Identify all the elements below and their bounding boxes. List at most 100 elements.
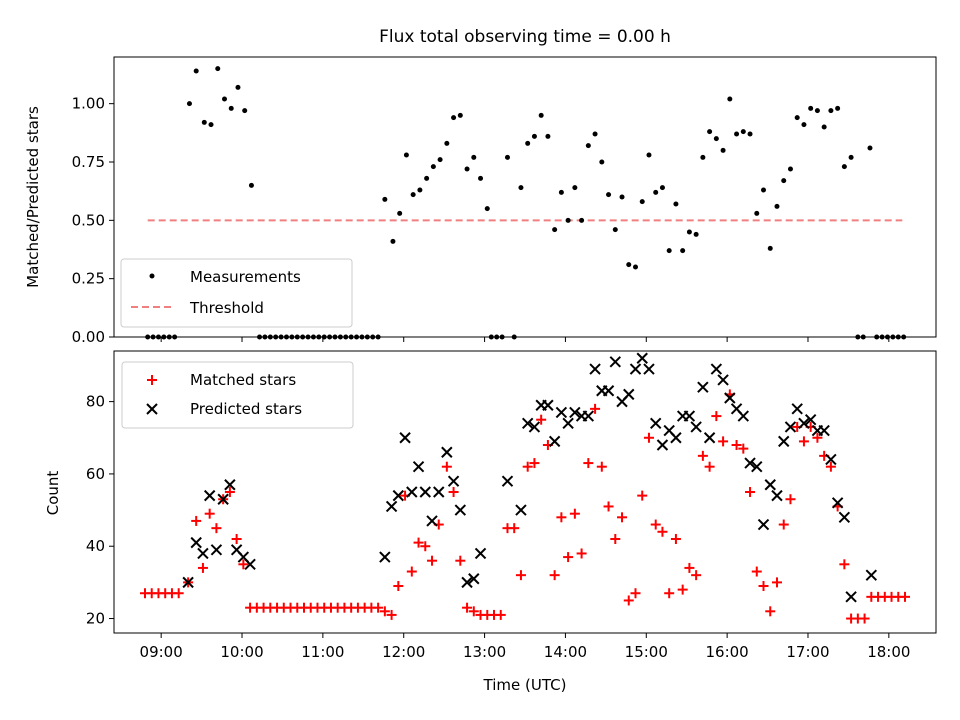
predicted-star-point [650, 417, 662, 430]
matched-star-point [204, 508, 215, 519]
predicted-star-point [244, 558, 256, 571]
bottom-y-ticks: 20 40 60 80 [86, 393, 114, 628]
top-plot-frame [113, 56, 937, 338]
measurement-point [619, 194, 625, 200]
bottom-legend: Matched stars Predicted stars [121, 361, 354, 429]
bottom-x-axis-label: Time (UTC) [483, 676, 567, 694]
measurement-point [525, 140, 531, 146]
measurement-point [659, 185, 665, 191]
matched-star-point [900, 591, 911, 602]
predicted-star-point [528, 421, 541, 433]
matched-star-point [765, 606, 776, 617]
predicted-star-point [203, 489, 216, 502]
predicted-star-point [399, 432, 411, 444]
measurement-point [565, 217, 571, 223]
predicted-star-point [623, 388, 635, 401]
matched-star-point [643, 432, 654, 443]
matched-star-point [590, 403, 601, 414]
predicted-star-point [825, 453, 837, 466]
legend-measurements-marker [149, 273, 155, 279]
measurement-point [417, 187, 423, 193]
predicted-star-point [555, 406, 568, 419]
x-tick-label: 10:00 [220, 643, 263, 661]
measurement-point [430, 164, 436, 170]
measurement-point [558, 189, 564, 195]
measurement-point [451, 115, 457, 121]
matched-star-point [684, 562, 695, 573]
top-chart-title: Flux total observing time = 0.00 h [379, 27, 671, 47]
predicted-star-point [217, 493, 229, 505]
predicted-star-point [778, 435, 790, 448]
matched-star-point [462, 602, 473, 613]
predicted-star-point [197, 547, 209, 560]
legend-matched-marker [147, 375, 157, 385]
legend-predicted-marker [146, 403, 158, 415]
matched-star-point [664, 588, 675, 599]
measurement-point [572, 185, 578, 191]
matched-star-point [617, 512, 628, 523]
measurement-point [545, 133, 551, 139]
matched-star-point [745, 487, 756, 497]
x-tick-label: 17:00 [786, 643, 829, 661]
predicted-star-point [643, 363, 655, 375]
measurement-point [841, 164, 847, 170]
bottom-y-tick-label: 80 [86, 393, 105, 411]
measurement-point [680, 248, 686, 254]
matched-star-point [441, 461, 452, 472]
matched-star-point [610, 534, 621, 544]
measurement-point [686, 229, 692, 235]
measurement-point [424, 175, 430, 181]
predicted-star-point [210, 544, 223, 556]
matched-star-point [373, 602, 384, 613]
measurement-point [848, 154, 854, 160]
matched-star-point [603, 501, 614, 512]
matched-star-point [576, 548, 587, 559]
matched-star-point [191, 515, 202, 526]
measurement-point [444, 140, 450, 146]
measurement-point [397, 210, 403, 216]
bottom-y-tick-label: 40 [86, 537, 105, 555]
matched-star-point [569, 508, 580, 519]
legend-matched-label: Matched stars [190, 371, 296, 389]
bottom-x-ticks: 09:00 10:00 11:00 12:00 13:00 14:00 15:00 16:00… [140, 633, 910, 661]
measurement-point [186, 101, 192, 107]
predicted-star-point [379, 551, 391, 563]
predicted-star-point [798, 417, 810, 430]
measurement-point [747, 131, 753, 137]
predicted-star-point [406, 486, 418, 498]
predicted-star-point [589, 363, 601, 375]
predicted-star-point [818, 424, 830, 437]
x-tick-label: 15:00 [625, 643, 668, 661]
predicted-star-point [461, 576, 473, 589]
measurement-point [794, 115, 800, 121]
matched-star-point [596, 461, 607, 472]
measurement-point [248, 182, 254, 188]
matched-star-point [839, 559, 850, 570]
matched-star-point [751, 566, 762, 577]
measurement-point [228, 105, 234, 111]
bottom-y-axis-label: Count [44, 471, 62, 516]
measurements-series [145, 66, 907, 340]
matched-star-point [691, 570, 702, 581]
measurement-point [235, 84, 241, 90]
top-legend-box [120, 258, 353, 328]
measurement-point [538, 112, 544, 118]
top-y-tick-label: 0.75 [72, 153, 105, 171]
predicted-star-point [629, 363, 642, 375]
measurement-point [808, 105, 814, 111]
predicted-star-point [609, 356, 621, 368]
measurement-point [666, 248, 672, 254]
matched-star-point [657, 526, 668, 537]
measurement-point [606, 192, 612, 198]
predicted-stars-series [182, 352, 878, 603]
measurement-point [242, 108, 248, 114]
matched-star-point [718, 436, 729, 447]
matched-star-point [413, 537, 424, 548]
measurement-point [592, 131, 598, 137]
predicted-star-point [683, 410, 696, 422]
predicted-star-point [474, 547, 487, 560]
predicted-star-point [771, 489, 783, 502]
predicted-star-point [703, 432, 716, 444]
matched-star-point [785, 494, 796, 505]
